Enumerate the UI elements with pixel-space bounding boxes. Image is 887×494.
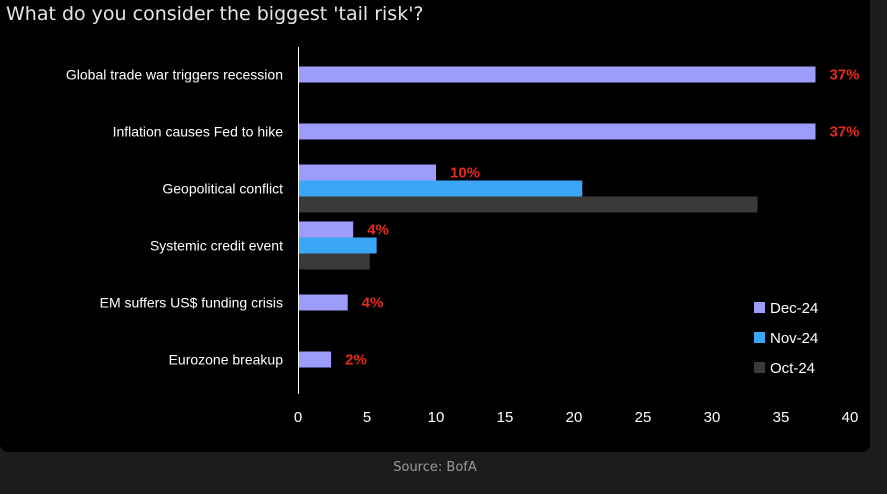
legend-label: Dec-24 — [770, 300, 818, 317]
bar-dec-24 — [298, 66, 816, 83]
data-label: 37% — [830, 124, 860, 141]
legend-label: Oct-24 — [770, 360, 815, 377]
x-tick-label: 15 — [497, 409, 514, 426]
x-tick-label: 25 — [635, 409, 652, 426]
category-label: Global trade war triggers recession — [66, 67, 283, 83]
data-label: 4% — [367, 222, 389, 239]
x-tick-label: 10 — [428, 409, 445, 426]
x-tick-label: 20 — [566, 409, 583, 426]
category-labels: Global trade war triggers recession Infla… — [66, 67, 283, 368]
legend-swatch-dec-24 — [754, 302, 765, 313]
category-label: Inflation causes Fed to hike — [113, 124, 284, 140]
x-tick-label: 0 — [294, 409, 302, 426]
x-axis-ticks: 0 5 10 15 20 25 30 35 40 — [294, 409, 859, 426]
x-tick-label: 5 — [363, 409, 371, 426]
bar-oct-24 — [298, 253, 370, 270]
bar-dec-24 — [298, 164, 436, 181]
bar-nov-24 — [298, 237, 377, 254]
bar-oct-24 — [298, 196, 758, 213]
legend-label: Nov-24 — [770, 330, 818, 347]
data-label: 4% — [362, 295, 384, 312]
category-label: Geopolitical conflict — [162, 181, 283, 197]
legend-swatch-nov-24 — [754, 332, 765, 343]
legend: Dec-24 Nov-24 Oct-24 — [754, 300, 818, 377]
bar-dec-24 — [298, 294, 348, 311]
data-labels: 37% 37% 10% 4% 4% 2% — [345, 67, 859, 369]
x-tick-label: 30 — [704, 409, 721, 426]
chart-title: What do you consider the biggest 'tail r… — [6, 3, 424, 25]
category-label: EM suffers US$ funding crisis — [100, 295, 283, 311]
data-label: 37% — [830, 67, 860, 84]
bar-dec-24 — [298, 221, 354, 238]
bar-dec-24 — [298, 351, 332, 368]
bar-nov-24 — [298, 180, 583, 197]
x-tick-label: 35 — [773, 409, 790, 426]
data-label: 10% — [450, 165, 480, 182]
x-tick-label: 40 — [842, 409, 859, 426]
bars — [298, 66, 816, 368]
bar-dec-24 — [298, 123, 816, 140]
category-label: Systemic credit event — [150, 238, 283, 254]
data-label: 2% — [345, 352, 367, 369]
source-note: Source: BofA — [393, 460, 477, 475]
legend-swatch-oct-24 — [754, 362, 765, 373]
category-label: Eurozone breakup — [169, 352, 284, 368]
